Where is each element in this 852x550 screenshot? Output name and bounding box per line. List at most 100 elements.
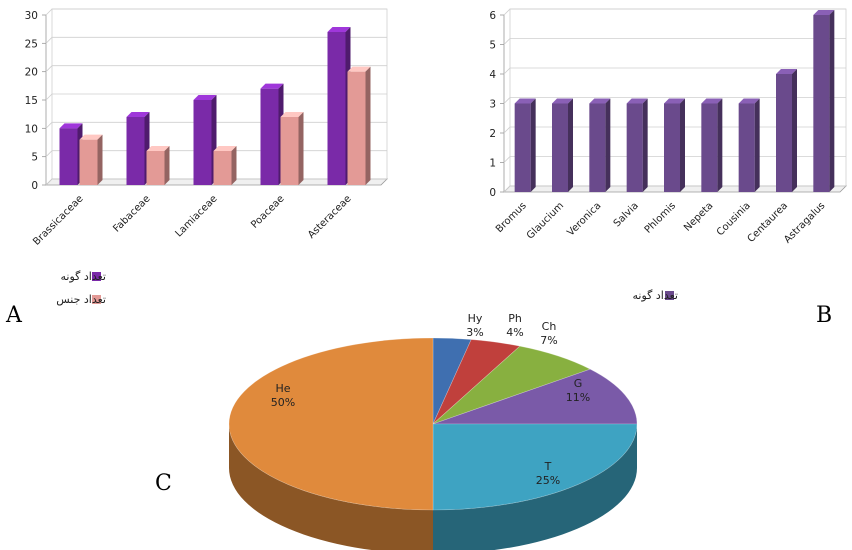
bar-3 xyxy=(626,98,648,192)
bar-s1-4-front xyxy=(347,71,366,185)
bar-2-top xyxy=(589,98,611,104)
x-category-label: Brassicaceae xyxy=(31,193,85,247)
pie-slice-side-4 xyxy=(433,424,637,550)
legend-label: تعداد جنس xyxy=(56,293,106,306)
pie-label-Hy: Hy xyxy=(468,312,483,325)
x-category-label: Salvia xyxy=(612,200,641,229)
bar-s1-1-front xyxy=(146,151,165,185)
bar-5-top xyxy=(701,98,723,104)
bar-1-top xyxy=(552,98,573,104)
x-category-label: Cousinia xyxy=(715,200,753,238)
bar-3-side xyxy=(642,98,648,192)
bar-0-front xyxy=(514,103,531,192)
bar-4-side xyxy=(680,98,685,192)
legend-swatch xyxy=(665,291,674,300)
bar-6 xyxy=(738,98,760,192)
gridline xyxy=(503,38,846,45)
bar-s1-2 xyxy=(213,146,237,185)
y-tick-label: 20 xyxy=(25,67,38,79)
bar-s0-2-front xyxy=(193,100,212,185)
pie-pct-He: 50% xyxy=(271,396,295,409)
bar-2-side xyxy=(605,98,611,192)
pie-slice-3 xyxy=(432,368,638,425)
y-tick-label: 5 xyxy=(489,40,496,52)
bar-s1-4-top xyxy=(347,66,371,72)
bar-8-front xyxy=(813,15,830,192)
y-tick-label: 1 xyxy=(489,158,496,170)
y-tick-label: 3 xyxy=(489,99,496,111)
bar-s1-1-side xyxy=(164,146,170,185)
bar-3-top xyxy=(626,98,648,104)
bar-s0-4-front xyxy=(327,32,346,185)
bar-8 xyxy=(813,10,835,192)
x-category-label: Glaucium xyxy=(525,200,566,241)
bar-1 xyxy=(552,98,573,192)
legend-swatch xyxy=(92,272,101,281)
y-tick-label: 4 xyxy=(489,69,496,81)
bar-s1-2-front xyxy=(213,151,232,185)
bar-s1-1 xyxy=(146,146,170,185)
pie-slice-0 xyxy=(432,337,472,425)
bar-7-front xyxy=(776,74,792,192)
bar-4-top xyxy=(664,98,685,104)
bar-s1-4 xyxy=(347,66,371,185)
pie-slice-5 xyxy=(228,337,434,511)
x-category-label: Lamiaceae xyxy=(173,193,219,239)
gridline xyxy=(503,156,846,163)
chart-a-family-bars: 0 5 10 15 20 25 30 Brassicaceae Fabaceae Lamiacea… xyxy=(25,8,388,306)
bar-8-top xyxy=(813,10,835,15)
bar-0-top xyxy=(514,98,536,104)
y-tick-label: 10 xyxy=(25,123,38,135)
pie-pct-Ch: 7% xyxy=(540,334,557,347)
y-tick-label: 15 xyxy=(25,95,38,107)
y-tick-label: 2 xyxy=(489,128,496,140)
pie-label-Ph: Ph xyxy=(508,312,522,325)
bar-6-top xyxy=(738,98,760,104)
bar-7-side xyxy=(792,69,797,192)
bar-s0-1-front xyxy=(126,117,145,185)
pie-slice-4 xyxy=(432,423,638,511)
legend-label: تعداد گونه xyxy=(61,270,106,283)
bar-2-front xyxy=(589,103,606,192)
bar-5 xyxy=(701,98,723,192)
bar-s0-1-top xyxy=(126,112,150,117)
bar-s1-2-side xyxy=(231,146,237,185)
gridline xyxy=(503,67,846,75)
pie-pct-G: 11% xyxy=(566,391,590,404)
gridline xyxy=(503,8,846,16)
bar-s1-0-side xyxy=(97,134,103,185)
bar-6-side xyxy=(754,98,760,192)
bar-s1-4-side xyxy=(365,66,371,185)
bar-s0-2-top xyxy=(193,95,217,100)
bar-7 xyxy=(776,69,797,192)
legend-swatch xyxy=(92,295,101,304)
bar-s0-3-front xyxy=(260,88,279,185)
bar-s1-3-side xyxy=(298,112,304,185)
bar-5-side xyxy=(717,98,723,192)
panel-label-c: C xyxy=(155,471,172,496)
pie-pct-Ph: 4% xyxy=(506,326,523,339)
bar-0-side xyxy=(530,98,536,192)
pie-pct-T: 25% xyxy=(536,474,560,487)
bar-s0-0-top xyxy=(59,123,83,129)
bar-s1-3 xyxy=(280,112,304,185)
y-tick-label: 0 xyxy=(489,187,496,199)
gridline xyxy=(503,126,846,134)
bar-1-front xyxy=(552,103,568,192)
gridline xyxy=(45,8,387,16)
bar-4-front xyxy=(664,103,680,192)
bar-s1-0-top xyxy=(79,134,103,140)
x-category-label: Phlomis xyxy=(643,200,678,235)
pie-label-He: He xyxy=(275,382,290,395)
panel-label-b: B xyxy=(816,303,832,328)
bar-s1-0-front xyxy=(79,139,98,185)
bar-4 xyxy=(664,98,685,192)
y-tick-label: 30 xyxy=(25,10,38,22)
pie-pct-Hy: 3% xyxy=(466,326,483,339)
legend-label: تعداد گونه xyxy=(633,289,678,302)
bar-s1-2-top xyxy=(213,146,237,151)
bar-s0-2 xyxy=(193,95,217,185)
bar-s0-3-top xyxy=(260,83,284,89)
